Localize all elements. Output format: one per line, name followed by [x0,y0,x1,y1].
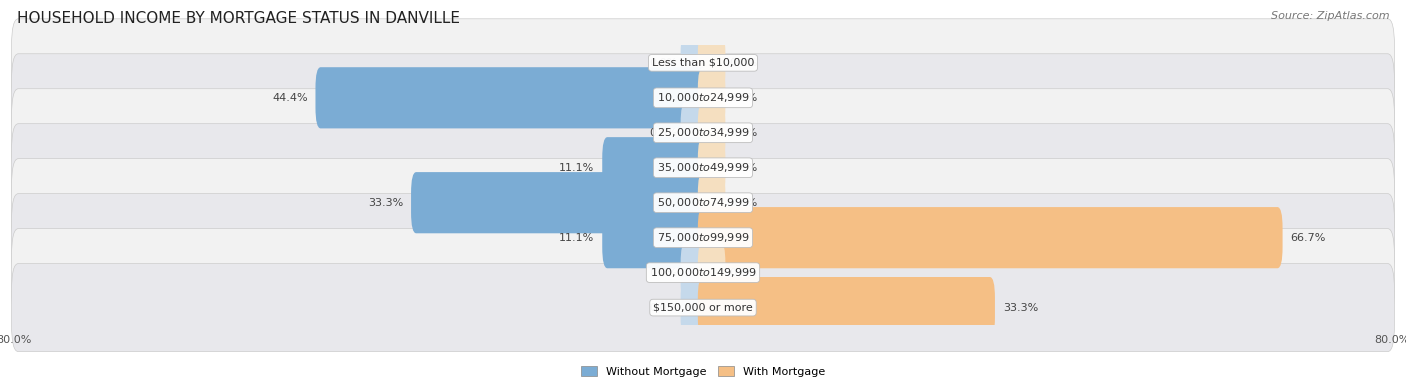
Text: 66.7%: 66.7% [1291,233,1326,243]
Text: 11.1%: 11.1% [560,233,595,243]
FancyBboxPatch shape [697,242,725,303]
FancyBboxPatch shape [602,137,709,198]
FancyBboxPatch shape [697,172,725,233]
FancyBboxPatch shape [11,194,1395,282]
FancyBboxPatch shape [11,229,1395,317]
Text: 33.3%: 33.3% [1002,303,1038,313]
FancyBboxPatch shape [11,54,1395,142]
Text: $10,000 to $24,999: $10,000 to $24,999 [657,91,749,104]
FancyBboxPatch shape [11,19,1395,107]
Text: $25,000 to $34,999: $25,000 to $34,999 [657,126,749,139]
FancyBboxPatch shape [681,277,709,338]
FancyBboxPatch shape [697,207,1282,268]
FancyBboxPatch shape [681,32,709,93]
Text: 0.0%: 0.0% [650,58,678,68]
Text: Less than $10,000: Less than $10,000 [652,58,754,68]
FancyBboxPatch shape [697,67,725,129]
Text: $50,000 to $74,999: $50,000 to $74,999 [657,196,749,209]
FancyBboxPatch shape [11,159,1395,247]
FancyBboxPatch shape [697,32,725,93]
Text: Source: ZipAtlas.com: Source: ZipAtlas.com [1271,11,1389,21]
Legend: Without Mortgage, With Mortgage: Without Mortgage, With Mortgage [576,361,830,378]
FancyBboxPatch shape [315,67,709,129]
FancyBboxPatch shape [681,242,709,303]
Text: HOUSEHOLD INCOME BY MORTGAGE STATUS IN DANVILLE: HOUSEHOLD INCOME BY MORTGAGE STATUS IN D… [17,11,460,26]
FancyBboxPatch shape [11,124,1395,212]
Text: 0.0%: 0.0% [728,93,756,103]
Text: 33.3%: 33.3% [368,198,404,208]
Text: 0.0%: 0.0% [728,163,756,173]
FancyBboxPatch shape [411,172,709,233]
Text: $75,000 to $99,999: $75,000 to $99,999 [657,231,749,244]
Text: 0.0%: 0.0% [728,198,756,208]
Text: 0.0%: 0.0% [728,128,756,138]
FancyBboxPatch shape [681,102,709,163]
Text: 44.4%: 44.4% [273,93,308,103]
Text: 0.0%: 0.0% [650,303,678,313]
FancyBboxPatch shape [697,102,725,163]
FancyBboxPatch shape [602,207,709,268]
Text: 0.0%: 0.0% [728,58,756,68]
Text: 0.0%: 0.0% [650,128,678,138]
FancyBboxPatch shape [697,137,725,198]
Text: $100,000 to $149,999: $100,000 to $149,999 [650,266,756,279]
FancyBboxPatch shape [697,277,995,338]
Text: 11.1%: 11.1% [560,163,595,173]
Text: 0.0%: 0.0% [650,268,678,277]
FancyBboxPatch shape [11,89,1395,177]
Text: 0.0%: 0.0% [728,268,756,277]
Text: $150,000 or more: $150,000 or more [654,303,752,313]
FancyBboxPatch shape [11,263,1395,352]
Text: $35,000 to $49,999: $35,000 to $49,999 [657,161,749,174]
